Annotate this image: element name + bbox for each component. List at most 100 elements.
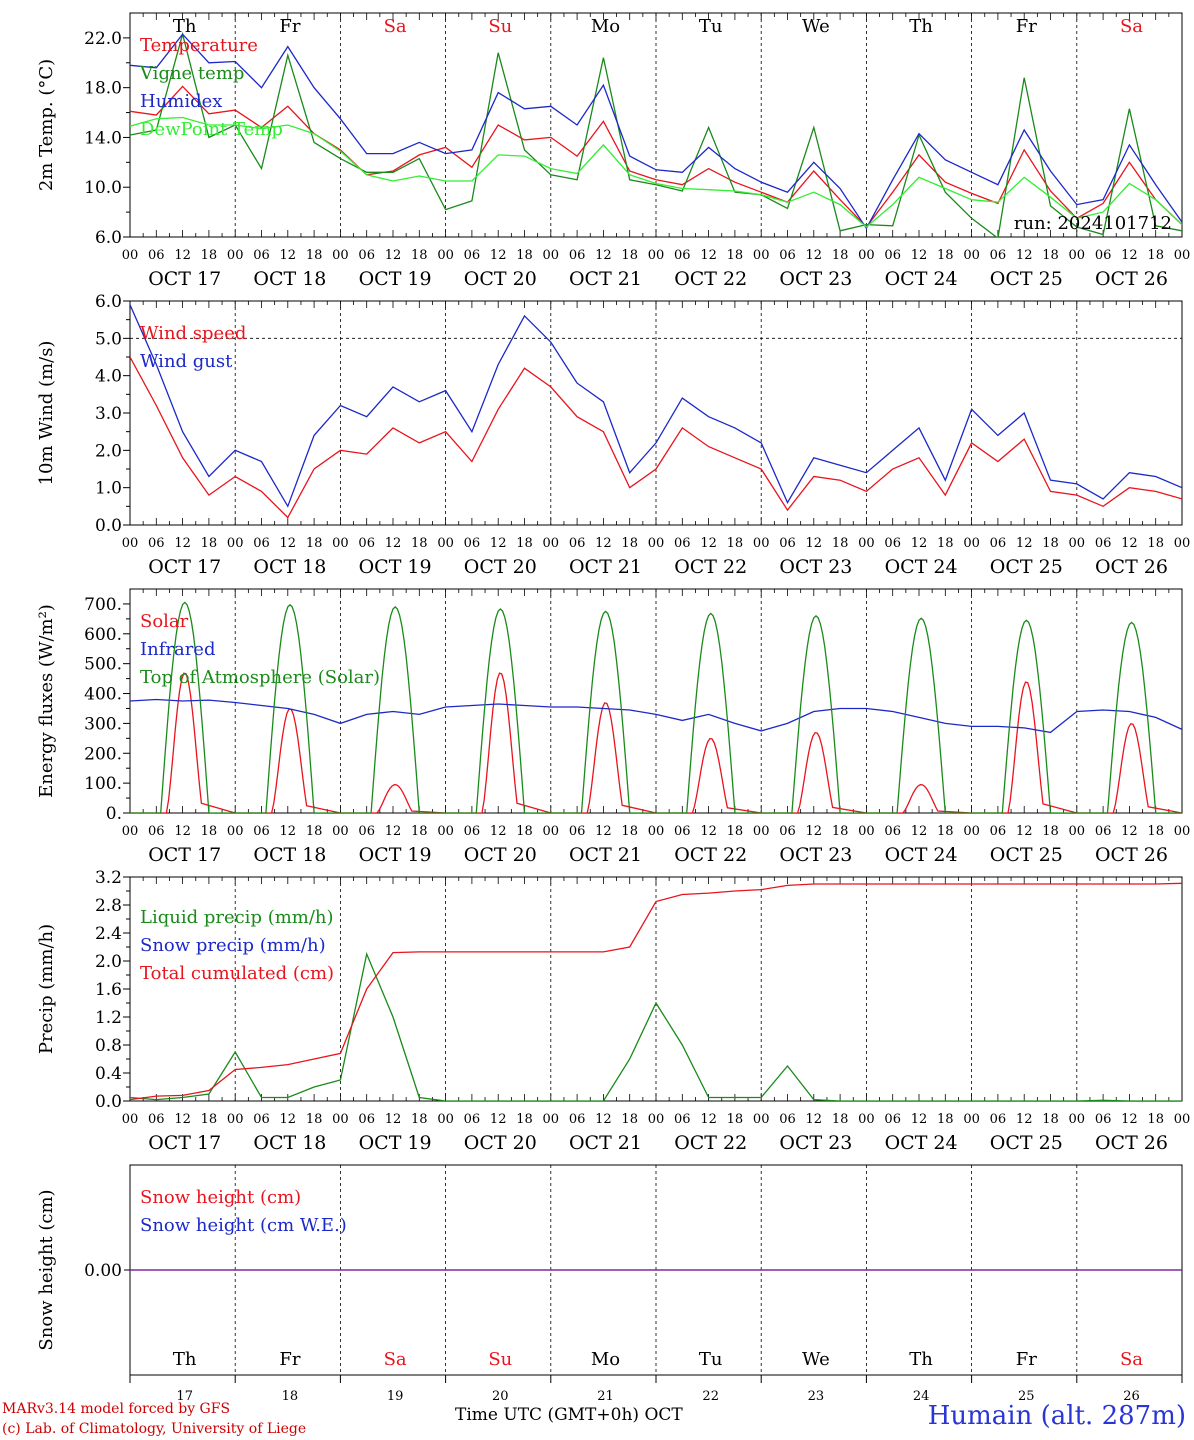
hour-tick-label: 12	[280, 536, 297, 551]
date-label: OCT 21	[569, 1132, 642, 1154]
hour-tick-label: 12	[806, 248, 823, 263]
model-credit: MARv3.14 model forced by GFS	[2, 1401, 231, 1417]
hour-tick-label: 12	[280, 248, 297, 263]
panel-energy: 0. 100. 200. 300. 400. 500. 600. 700. Energy flu…	[36, 588, 1191, 866]
hour-tick-label: 12	[385, 824, 402, 839]
y-tick-label: 2.0	[95, 952, 122, 972]
hour-tick-label: 06	[358, 248, 375, 263]
hour-tick-label: 00	[1174, 824, 1191, 839]
hour-tick-label: 00	[543, 1112, 560, 1127]
y-tick-label: 5.0	[95, 329, 122, 349]
hour-tick-label: 18	[516, 824, 533, 839]
legend-entry: Snow precip (mm/h)	[140, 935, 326, 956]
hour-tick-label: 00	[753, 536, 770, 551]
station-name: Humain (alt. 287m)	[927, 1401, 1186, 1431]
date-label: OCT 24	[885, 844, 958, 866]
hour-tick-label: 00	[437, 1112, 454, 1127]
legend-entry: Solar	[140, 611, 189, 632]
hour-tick-label: 06	[884, 1112, 901, 1127]
weekday-label: Sa	[384, 1349, 407, 1370]
hour-tick-label: 18	[727, 248, 744, 263]
y-tick-label: 4.0	[95, 367, 122, 387]
hour-tick-label: 12	[595, 1112, 612, 1127]
y-axis-label: Energy fluxes (W/m²)	[36, 604, 57, 798]
hour-tick-label: 12	[385, 1112, 402, 1127]
hour-tick-label: 18	[1147, 536, 1164, 551]
hour-tick-label: 12	[280, 824, 297, 839]
hour-tick-label: 00	[1174, 536, 1191, 551]
hour-tick-label: 06	[779, 1112, 796, 1127]
date-label: OCT 22	[674, 268, 747, 290]
hour-tick-label: 12	[174, 248, 191, 263]
run-annotation: run: 2024101712	[1014, 213, 1172, 234]
y-tick-label: 10.0	[84, 178, 122, 198]
day-number-label: 18	[282, 1389, 299, 1404]
hour-tick-label: 18	[621, 824, 638, 839]
hour-tick-label: 06	[990, 536, 1007, 551]
hour-tick-label: 00	[122, 824, 139, 839]
y-tick-label: 1.2	[95, 1008, 122, 1028]
series-line-wind-speed	[130, 356, 1182, 519]
hour-tick-label: 18	[621, 248, 638, 263]
hour-tick-label: 12	[1121, 1112, 1138, 1127]
hour-tick-label: 18	[832, 824, 849, 839]
date-label: OCT 23	[779, 844, 852, 866]
y-tick-label: 300.	[84, 714, 122, 734]
hour-tick-label: 00	[227, 248, 244, 263]
hour-tick-label: 00	[437, 248, 454, 263]
y-tick-label: 6.0	[95, 228, 122, 248]
series-line-wind-gust	[130, 304, 1182, 508]
date-label: OCT 19	[359, 844, 432, 866]
hour-tick-label: 00	[437, 824, 454, 839]
legend-entry: Humidex	[140, 91, 222, 112]
hour-tick-label: 12	[385, 536, 402, 551]
date-label: OCT 17	[148, 268, 221, 290]
hour-tick-label: 06	[990, 824, 1007, 839]
date-label: OCT 21	[569, 268, 642, 290]
y-tick-label: 0.	[106, 804, 122, 824]
hour-tick-label: 18	[937, 536, 954, 551]
date-label: OCT 18	[253, 268, 326, 290]
hour-tick-label: 06	[253, 248, 270, 263]
hour-tick-label: 06	[253, 536, 270, 551]
y-axis-label: Snow height (cm)	[36, 1189, 57, 1350]
date-label: OCT 20	[464, 268, 537, 290]
weekday-label: We	[802, 1349, 830, 1370]
day-number-label: 23	[808, 1389, 825, 1404]
hour-tick-label: 00	[963, 248, 980, 263]
hour-tick-label: 06	[990, 1112, 1007, 1127]
hour-tick-label: 18	[937, 1112, 954, 1127]
hour-tick-label: 18	[516, 1112, 533, 1127]
hour-tick-label: 06	[253, 1112, 270, 1127]
y-tick-label: 0.8	[95, 1036, 122, 1056]
weekday-label: Fr	[279, 1349, 300, 1370]
hour-tick-label: 12	[911, 824, 928, 839]
hour-tick-label: 12	[1016, 536, 1033, 551]
day-number-label: 24	[913, 1389, 930, 1404]
date-label: OCT 25	[990, 556, 1063, 578]
y-tick-label: 3.2	[95, 868, 122, 888]
weekday-label: Su	[488, 16, 512, 37]
y-tick-label: 100.	[84, 774, 122, 794]
hour-tick-label: 12	[1016, 248, 1033, 263]
plot-area	[130, 882, 1182, 1101]
hour-tick-label: 06	[779, 536, 796, 551]
hour-tick-label: 12	[385, 248, 402, 263]
weekday-label: Fr	[1016, 1349, 1037, 1370]
weekday-label: Mo	[591, 16, 620, 37]
hour-tick-label: 00	[753, 248, 770, 263]
hour-tick-label: 18	[832, 248, 849, 263]
series-line-solar	[130, 672, 1182, 813]
hour-tick-label: 18	[727, 536, 744, 551]
hour-tick-label: 12	[174, 1112, 191, 1127]
hour-tick-label: 12	[280, 1112, 297, 1127]
hour-tick-label: 18	[411, 824, 428, 839]
date-label: OCT 17	[148, 844, 221, 866]
date-label: OCT 20	[464, 556, 537, 578]
legend-entry: Wind speed	[140, 323, 246, 344]
hour-tick-label: 12	[595, 536, 612, 551]
hour-tick-label: 12	[911, 1112, 928, 1127]
hour-tick-label: 06	[674, 824, 691, 839]
day-number-label: 17	[176, 1389, 193, 1404]
hour-tick-label: 12	[490, 248, 507, 263]
